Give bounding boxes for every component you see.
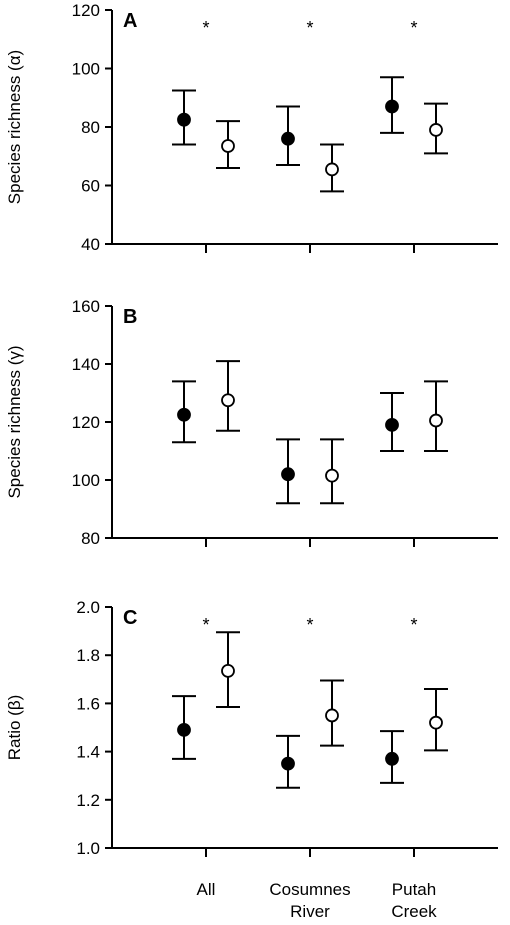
data-point-filled — [385, 99, 399, 114]
y-tick-label: 140 — [72, 355, 100, 374]
panel-B: 80 100 120 140 160 B Species richness (γ) — [5, 297, 498, 548]
panel-C: 1.0 1.2 1.4 1.6 1.8 2.0 C Ratio (β) * * * — [5, 598, 498, 858]
data-point-open — [221, 393, 235, 408]
data-point-filled — [177, 723, 191, 737]
x-tick-label: Putah — [392, 880, 436, 899]
data-point-open — [429, 413, 443, 428]
data-point-filled — [177, 407, 191, 422]
significance-marker: * — [410, 18, 417, 38]
data-point-filled — [385, 751, 399, 766]
significance-marker: * — [202, 615, 209, 635]
y-tick-label: 2.0 — [76, 598, 100, 617]
data-point-open — [325, 468, 339, 483]
y-tick-label: 120 — [72, 413, 100, 432]
panel-label: A — [123, 10, 137, 32]
y-tick-label: 1.4 — [76, 743, 100, 762]
y-tick-label: 1.0 — [76, 839, 100, 858]
y-tick-label: 1.8 — [76, 646, 100, 665]
y-tick-label: 80 — [81, 118, 100, 137]
data-point-open — [221, 139, 235, 153]
data-point-filled — [177, 112, 191, 127]
y-axis-label: Species richness (γ) — [5, 345, 24, 498]
x-tick-label: Cosumnes — [269, 880, 350, 899]
y-tick-label: 100 — [72, 471, 100, 490]
y-tick-label: 120 — [72, 1, 100, 20]
data-point-open — [221, 663, 235, 678]
data-point-open — [429, 123, 443, 137]
significance-marker: * — [410, 615, 417, 635]
y-tick-label: 100 — [72, 60, 100, 79]
data-point-filled — [281, 131, 295, 146]
panel-label: C — [123, 607, 137, 629]
y-tick-label: 80 — [81, 529, 100, 548]
x-tick-label-line2: Creek — [391, 902, 437, 921]
data-point-filled — [281, 756, 295, 771]
data-point-open — [325, 162, 339, 177]
panel-label: B — [123, 306, 137, 328]
significance-marker: * — [306, 615, 313, 635]
significance-marker: * — [306, 18, 313, 38]
y-tick-label: 60 — [81, 177, 100, 196]
y-tick-label: 1.6 — [76, 694, 100, 713]
data-point-filled — [281, 467, 295, 482]
panel-A: 40 60 80 100 120 A Species richness (α) * * * — [5, 1, 498, 254]
y-tick-label: 160 — [72, 297, 100, 316]
y-axis-label: Ratio (β) — [5, 695, 24, 761]
significance-marker: * — [202, 18, 209, 38]
data-point-filled — [385, 417, 399, 432]
x-tick-label: All — [197, 880, 216, 899]
data-point-open — [429, 715, 443, 730]
y-tick-label: 1.2 — [76, 791, 100, 810]
y-axis-label: Species richness (α) — [5, 50, 24, 204]
y-tick-label: 40 — [81, 235, 100, 254]
data-point-open — [325, 708, 339, 723]
x-tick-label-line2: River — [290, 902, 330, 921]
